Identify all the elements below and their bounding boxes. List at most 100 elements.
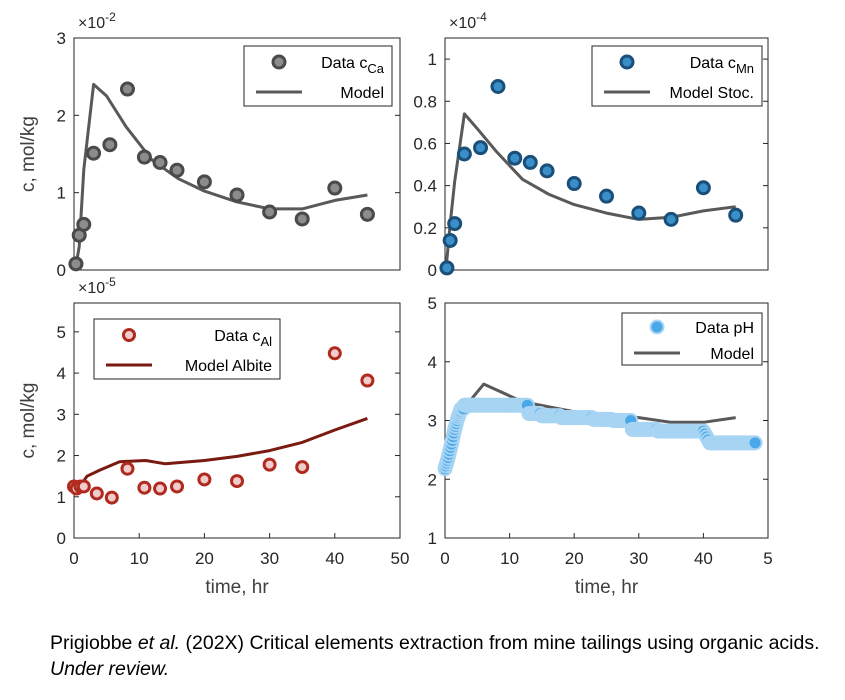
figure-caption: Prigiobbe et al. (202X) Critical element… xyxy=(50,630,840,682)
data-markers xyxy=(67,346,375,505)
y-tick-label: 3 xyxy=(428,412,437,431)
y-tick-label: 0.8 xyxy=(413,92,437,111)
model-line xyxy=(443,112,736,269)
legend-label: Model Stoc. xyxy=(670,85,754,102)
y-tick-label: 1 xyxy=(428,529,437,548)
data-point xyxy=(102,137,118,153)
legend-box xyxy=(591,45,763,107)
axes-box xyxy=(73,37,401,271)
y-axis-title: c, mol/kg xyxy=(18,382,39,458)
exponent-label: ×10-5 xyxy=(78,275,116,297)
y-tick-label: 2 xyxy=(57,106,66,125)
data-point xyxy=(473,140,489,156)
data-point xyxy=(599,188,614,204)
data-point xyxy=(76,479,91,494)
x-tick-label: 10 xyxy=(500,549,519,568)
x-tick-label: 10 xyxy=(130,549,149,568)
legend-marker-swatch xyxy=(619,54,635,70)
data-point xyxy=(89,486,104,501)
data-point xyxy=(359,206,375,222)
chart-panel-ph: 1 2 3 4 5 0 10 20 30 40 5 time, hr Data pH Model xyxy=(428,294,773,598)
legend-label: Data cAl xyxy=(214,328,272,349)
legend-marker-swatch xyxy=(649,319,665,335)
y-tick-label: 2 xyxy=(428,470,437,489)
caption-italic-2: Under review. xyxy=(50,658,170,680)
data-point xyxy=(295,460,310,475)
y-tick-label: 2 xyxy=(57,447,66,466)
data-markers xyxy=(437,397,763,477)
data-point xyxy=(104,490,119,505)
y-tick-label: 1 xyxy=(57,184,66,203)
x-axis-title: time, hr xyxy=(575,577,639,598)
model-line xyxy=(73,82,368,269)
data-point xyxy=(86,145,102,161)
x-axis-title: time, hr xyxy=(205,577,269,598)
y-tick-label: 0.4 xyxy=(413,177,437,196)
x-tick-label: 0 xyxy=(440,549,449,568)
data-point xyxy=(447,216,463,232)
data-point xyxy=(327,346,342,361)
data-point xyxy=(136,149,152,165)
x-tick-label: 20 xyxy=(565,549,584,568)
data-point xyxy=(747,435,763,451)
y-tick-label: 3 xyxy=(57,405,66,424)
model-line xyxy=(79,416,368,487)
data-point xyxy=(439,260,455,276)
axes-box xyxy=(444,37,769,271)
data-point xyxy=(566,176,582,192)
y-tick-label: 0.2 xyxy=(413,219,437,238)
x-tick-label: 20 xyxy=(195,549,214,568)
data-point xyxy=(539,163,555,179)
y-tick-label: 1 xyxy=(57,488,66,507)
data-point xyxy=(153,481,168,496)
data-point xyxy=(490,79,506,95)
data-point xyxy=(631,205,647,221)
caption-text-1: Prigiobbe xyxy=(50,632,138,654)
y-tick-label: 5 xyxy=(57,323,66,342)
legend: Data cAl Model Albite xyxy=(93,318,281,380)
y-tick-label: 5 xyxy=(428,294,437,313)
y-tick-label: 4 xyxy=(428,353,437,372)
y-tick-label: 3 xyxy=(57,29,66,48)
chart-panel-ca: 0 1 2 3 ×10-2 c, mol/kg Data cCa Model xyxy=(18,10,401,280)
y-axis-title: c, mol/kg xyxy=(18,116,39,192)
data-point xyxy=(663,211,679,227)
data-point xyxy=(120,461,135,476)
x-tick-label: 5 xyxy=(763,549,772,568)
legend-box xyxy=(621,312,763,366)
caption-italic-1: et al. xyxy=(137,632,181,654)
axes-box xyxy=(73,302,401,539)
exponent-label: ×10-2 xyxy=(78,10,116,32)
x-tick-label: 40 xyxy=(694,549,713,568)
data-point xyxy=(522,154,538,170)
exponent-label: ×10-4 xyxy=(449,10,487,32)
data-point xyxy=(294,211,310,227)
data-point xyxy=(327,180,343,196)
data-point xyxy=(76,216,92,232)
legend-marker-swatch xyxy=(271,54,287,70)
x-tick-label: 0 xyxy=(69,549,78,568)
legend-label: Model xyxy=(340,85,384,102)
legend-label: Data pH xyxy=(695,320,754,337)
data-markers xyxy=(439,79,744,276)
caption-text-2: (202X) Critical elements extraction from… xyxy=(180,632,820,654)
x-tick-label: 50 xyxy=(391,549,410,568)
data-point xyxy=(137,480,152,495)
data-point xyxy=(262,204,278,220)
data-point xyxy=(360,373,375,388)
y-tick-label: 1 xyxy=(428,50,437,69)
legend-box xyxy=(243,45,393,107)
legend-label: Data cCa xyxy=(321,55,385,76)
data-point xyxy=(229,187,245,203)
data-point xyxy=(262,457,277,472)
data-point xyxy=(456,146,472,162)
data-point xyxy=(507,150,523,166)
data-point xyxy=(728,207,744,223)
y-tick-label: 0 xyxy=(428,261,437,280)
x-tick-label: 30 xyxy=(629,549,648,568)
data-point xyxy=(695,180,711,196)
x-tick-label: 30 xyxy=(260,549,279,568)
data-point xyxy=(152,155,168,171)
legend-label: Model xyxy=(710,346,754,363)
